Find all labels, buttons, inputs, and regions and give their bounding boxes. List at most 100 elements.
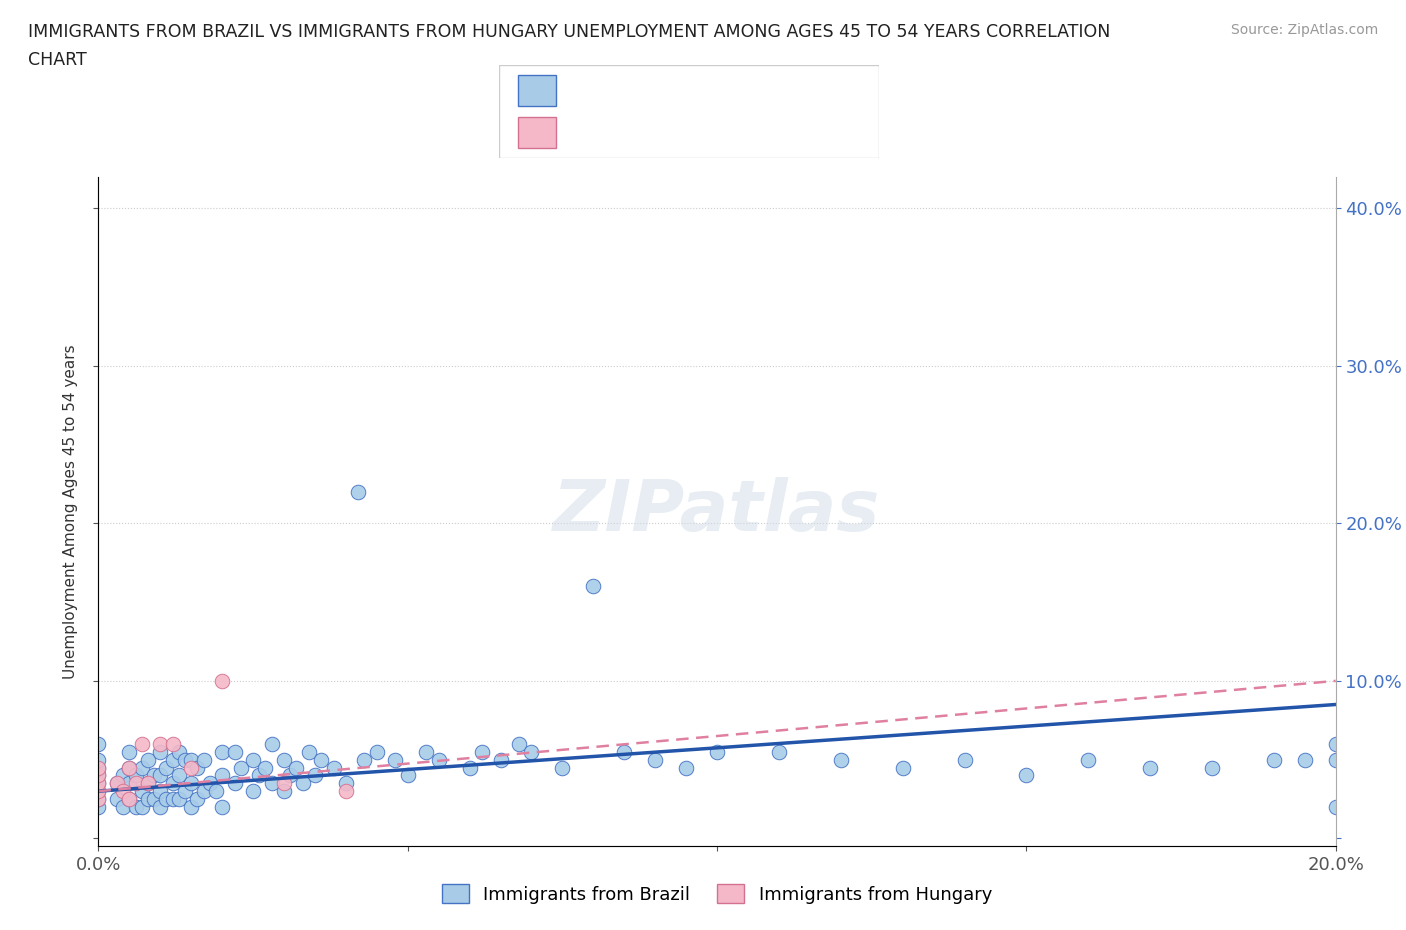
Point [415, 744, 437, 759]
Point [180, 800, 202, 815]
Point [193, 784, 215, 799]
Point [112, 768, 135, 783]
Point [396, 768, 419, 783]
Point [347, 485, 370, 499]
Point [105, 791, 128, 806]
Point [118, 776, 141, 790]
Point [242, 752, 264, 767]
Point [162, 752, 184, 767]
Point [118, 744, 141, 759]
Point [162, 776, 184, 790]
Point [254, 760, 277, 775]
Point [87, 791, 110, 806]
Point [335, 776, 357, 790]
Point [87, 760, 110, 775]
Point [167, 768, 190, 783]
Text: CHART: CHART [28, 51, 87, 69]
Point [149, 737, 172, 751]
Point [1201, 760, 1223, 775]
Point [1077, 752, 1099, 767]
Point [211, 768, 233, 783]
Point [1324, 737, 1347, 751]
Point [162, 737, 184, 751]
Point [706, 744, 728, 759]
Point [180, 752, 202, 767]
Point [353, 752, 375, 767]
Point [427, 752, 450, 767]
Point [87, 791, 110, 806]
Point [87, 776, 110, 790]
Point [136, 776, 159, 790]
Point [180, 776, 202, 790]
Text: N =  18: N = 18 [716, 123, 790, 141]
Point [87, 800, 110, 815]
Point [136, 776, 159, 790]
Point [87, 784, 110, 799]
Point [309, 752, 332, 767]
Point [174, 784, 197, 799]
Point [155, 791, 177, 806]
Point [224, 776, 246, 790]
Point [118, 760, 141, 775]
Text: Source: ZipAtlas.com: Source: ZipAtlas.com [1230, 23, 1378, 37]
Point [384, 752, 406, 767]
Point [118, 791, 141, 806]
Legend: Immigrants from Brazil, Immigrants from Hungary: Immigrants from Brazil, Immigrants from … [434, 877, 1000, 910]
Point [180, 760, 202, 775]
Point [953, 752, 976, 767]
Point [124, 800, 146, 815]
Point [278, 768, 301, 783]
Point [1015, 768, 1038, 783]
Point [508, 737, 530, 751]
Point [87, 737, 110, 751]
Point [149, 784, 172, 799]
Point [229, 760, 252, 775]
Point [131, 784, 153, 799]
Point [143, 791, 166, 806]
Point [112, 784, 135, 799]
Point [87, 776, 110, 790]
Point [136, 752, 159, 767]
Point [366, 744, 388, 759]
Point [87, 768, 110, 783]
Point [131, 760, 153, 775]
Point [273, 776, 295, 790]
Point [260, 737, 283, 751]
Point [198, 776, 221, 790]
Point [489, 752, 512, 767]
Point [298, 744, 321, 759]
Point [149, 800, 172, 815]
Text: ZIPatlas: ZIPatlas [554, 477, 880, 546]
Point [87, 784, 110, 799]
Point [124, 776, 146, 790]
Point [322, 760, 344, 775]
Point [87, 760, 110, 775]
Point [1324, 800, 1347, 815]
Point [186, 760, 208, 775]
Point [768, 744, 790, 759]
Point [675, 760, 697, 775]
Point [167, 744, 190, 759]
Point [186, 791, 208, 806]
FancyBboxPatch shape [517, 117, 557, 148]
Point [136, 791, 159, 806]
Y-axis label: Unemployment Among Ages 45 to 54 years: Unemployment Among Ages 45 to 54 years [63, 344, 77, 679]
Point [167, 791, 190, 806]
Point [891, 760, 914, 775]
Point [273, 784, 295, 799]
Point [87, 752, 110, 767]
Point [193, 752, 215, 767]
Point [87, 768, 110, 783]
Point [131, 800, 153, 815]
Point [174, 752, 197, 767]
Point [205, 784, 228, 799]
Point [260, 776, 283, 790]
Point [1324, 752, 1347, 767]
Point [1263, 752, 1285, 767]
Point [112, 800, 135, 815]
Point [613, 744, 636, 759]
Point [247, 768, 270, 783]
Point [124, 768, 146, 783]
Text: N = 103: N = 103 [716, 81, 796, 100]
Point [105, 776, 128, 790]
